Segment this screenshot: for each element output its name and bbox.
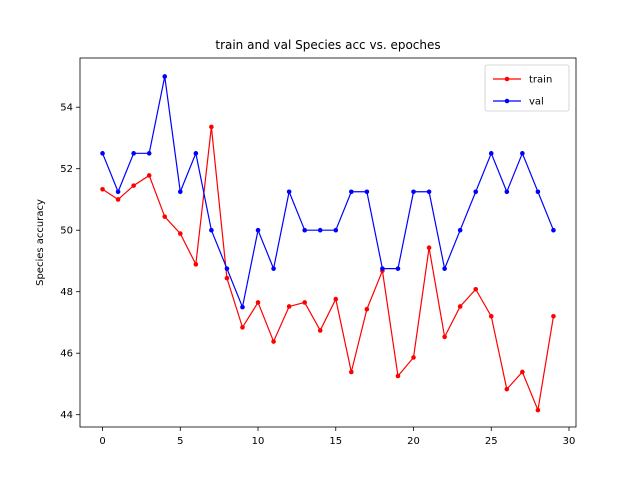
legend-marker-val — [504, 98, 510, 104]
data-point-val — [317, 227, 323, 233]
y-tick-label: 44 — [60, 410, 73, 421]
data-point-train — [426, 245, 432, 251]
data-point-train — [442, 334, 447, 340]
data-point-train — [317, 328, 323, 333]
legend: train val — [484, 64, 570, 112]
y-tick-label: 52 — [60, 164, 73, 175]
legend-label-val: val — [529, 97, 544, 108]
data-point-val — [551, 227, 556, 233]
axes-frame — [79, 57, 577, 428]
data-point-train — [209, 124, 214, 130]
data-point-val — [349, 189, 354, 195]
data-point-train — [115, 197, 121, 202]
data-point-train — [240, 325, 245, 330]
x-tick-label: 15 — [329, 436, 342, 447]
data-point-val — [426, 189, 432, 195]
x-tick-label: 5 — [177, 436, 183, 447]
data-point-val — [395, 266, 401, 271]
data-point-train — [255, 300, 261, 305]
data-point-val — [333, 227, 339, 233]
x-tick-label: 0 — [99, 436, 105, 447]
data-point-val — [193, 151, 199, 156]
data-point-val — [271, 266, 276, 271]
data-point-train — [504, 386, 510, 392]
data-point-val — [209, 227, 214, 233]
y-axis-label: Species accuracy — [35, 199, 46, 286]
data-point-train — [395, 373, 401, 379]
series-line-val — [101, 76, 555, 310]
data-point-val — [286, 189, 292, 195]
data-point-train — [271, 339, 276, 344]
legend-box — [484, 64, 570, 112]
data-point-val — [100, 151, 105, 156]
data-point-val — [177, 189, 183, 195]
x-tick-label: 20 — [407, 436, 420, 447]
data-point-val — [457, 227, 463, 233]
data-point-train — [551, 314, 556, 319]
data-point-val — [520, 151, 525, 156]
data-point-val — [255, 227, 261, 233]
data-point-val — [411, 189, 416, 195]
legend-label-train: train — [529, 75, 552, 86]
data-point-val — [131, 151, 136, 156]
data-point-train — [457, 304, 463, 309]
data-point-train — [302, 300, 307, 305]
data-point-train — [100, 187, 105, 192]
data-point-val — [488, 151, 494, 156]
data-point-val — [162, 74, 168, 79]
x-axis: 0 5 10 15 20 25 30 — [99, 427, 575, 447]
data-point-val — [504, 189, 510, 195]
data-point-train — [162, 214, 168, 219]
data-point-val — [535, 189, 541, 195]
plot-area — [100, 74, 556, 413]
data-point-val — [442, 266, 447, 271]
y-tick-label: 54 — [60, 103, 73, 114]
x-tick-label: 25 — [485, 436, 498, 447]
y-tick-label: 50 — [60, 226, 73, 237]
data-point-train — [488, 314, 494, 319]
x-tick-label: 30 — [563, 436, 576, 447]
data-point-train — [131, 183, 136, 188]
chart-title: train and val Species acc vs. epoches — [215, 38, 440, 52]
data-point-train — [535, 407, 541, 413]
data-point-train — [349, 369, 354, 375]
data-point-val — [302, 227, 307, 233]
y-axis: 44 46 48 50 52 54 — [60, 103, 80, 421]
y-tick-label: 46 — [60, 349, 73, 360]
legend-marker-train — [504, 76, 510, 82]
data-point-val — [364, 189, 370, 195]
data-point-val — [473, 189, 479, 195]
data-point-train — [473, 286, 479, 292]
data-point-train — [224, 275, 230, 281]
data-point-val — [380, 266, 385, 271]
data-point-val — [240, 304, 245, 310]
data-point-train — [193, 262, 199, 267]
data-point-val — [115, 189, 121, 195]
data-point-train — [333, 296, 339, 302]
data-point-val — [224, 266, 230, 271]
data-point-train — [520, 369, 525, 375]
data-point-train — [146, 173, 152, 178]
x-tick-label: 10 — [252, 436, 265, 447]
y-tick-label: 48 — [60, 287, 73, 298]
data-point-val — [146, 151, 152, 156]
data-point-train — [177, 231, 183, 236]
data-point-train — [411, 355, 416, 360]
series-line-train — [102, 126, 555, 413]
data-point-train — [364, 306, 370, 312]
data-point-train — [286, 304, 292, 309]
